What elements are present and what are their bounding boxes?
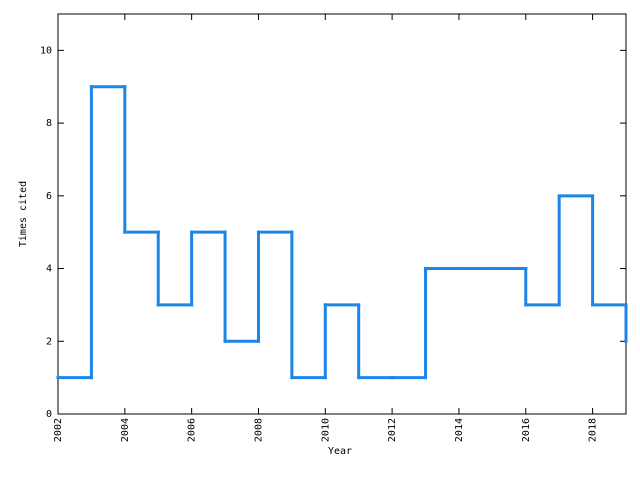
x-tick-label: 2010 — [320, 418, 331, 442]
x-tick-label: 2002 — [53, 418, 64, 442]
y-tick-label: 6 — [46, 191, 52, 202]
x-tick-label: 2014 — [454, 418, 465, 442]
x-tick-label: 2006 — [187, 418, 198, 442]
x-axis-label: Year — [328, 446, 352, 457]
x-tick-label: 2012 — [387, 418, 398, 442]
y-tick-label: 2 — [46, 336, 52, 347]
plot-frame — [57, 13, 627, 415]
x-tick-label: 2016 — [521, 418, 532, 442]
y-tick-label: 10 — [40, 45, 52, 56]
y-axis-label: Times cited — [18, 181, 29, 247]
y-tick-label: 8 — [46, 118, 52, 129]
y-tick-label: 4 — [46, 264, 52, 275]
x-tick-label: 2008 — [253, 418, 264, 442]
x-tick-label: 2018 — [588, 418, 599, 442]
x-tick-label: 2004 — [120, 418, 131, 442]
y-tick-label: 0 — [46, 409, 52, 420]
